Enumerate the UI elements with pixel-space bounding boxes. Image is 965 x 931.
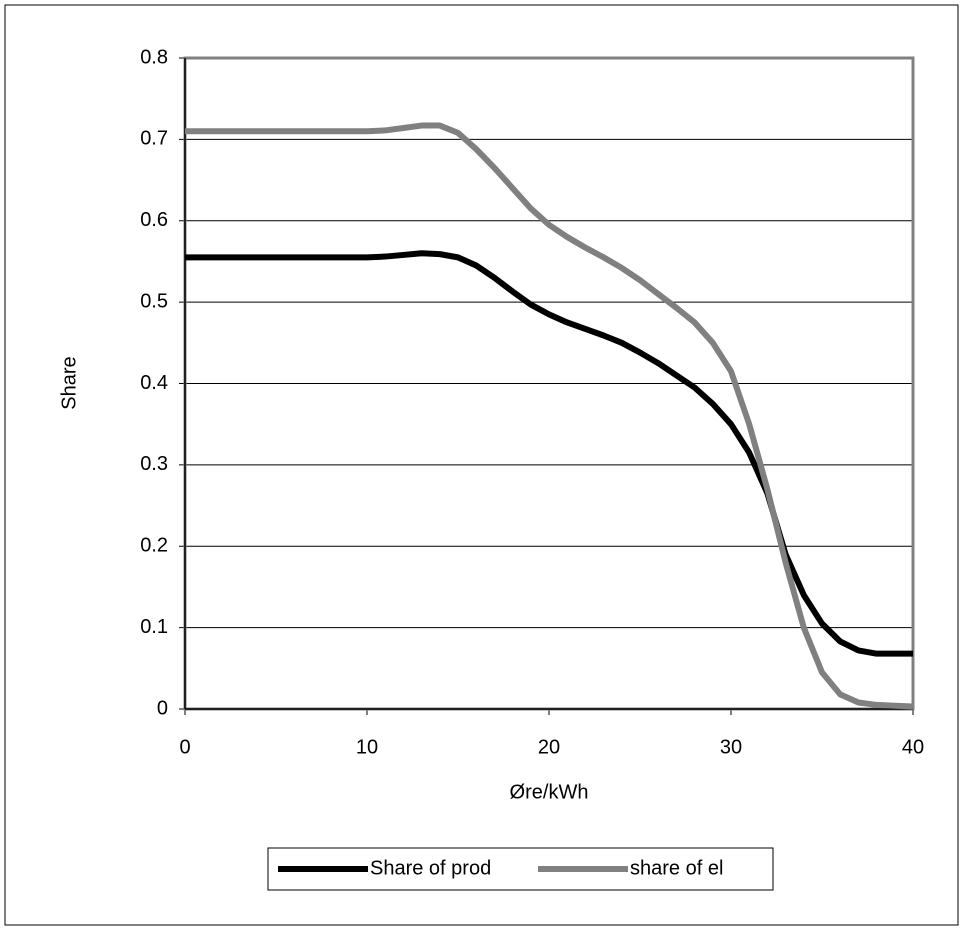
x-tick-label: 40 (902, 736, 924, 758)
y-axis-title: Share (58, 356, 80, 409)
x-tick-label: 10 (356, 736, 378, 758)
y-tick-label: 0.5 (140, 290, 168, 312)
x-tick-label: 0 (179, 736, 190, 758)
legend-label: share of el (630, 857, 723, 879)
y-tick-label: 0.2 (140, 535, 168, 557)
x-axis-title: Øre/kWh (510, 781, 589, 803)
y-tick-label: 0.6 (140, 209, 168, 231)
x-tick-label: 20 (538, 736, 560, 758)
y-tick-label: 0 (157, 697, 168, 719)
y-tick-label: 0.7 (140, 128, 168, 150)
y-tick-label: 0.3 (140, 453, 168, 475)
legend-label: Share of prod (370, 857, 491, 879)
series-line (185, 122, 914, 710)
y-tick-label: 0.8 (140, 46, 168, 68)
x-tick-label: 30 (720, 736, 742, 758)
series-line (185, 250, 913, 657)
y-tick-label: 0.4 (140, 372, 168, 394)
y-tick-label: 0.1 (140, 616, 168, 638)
